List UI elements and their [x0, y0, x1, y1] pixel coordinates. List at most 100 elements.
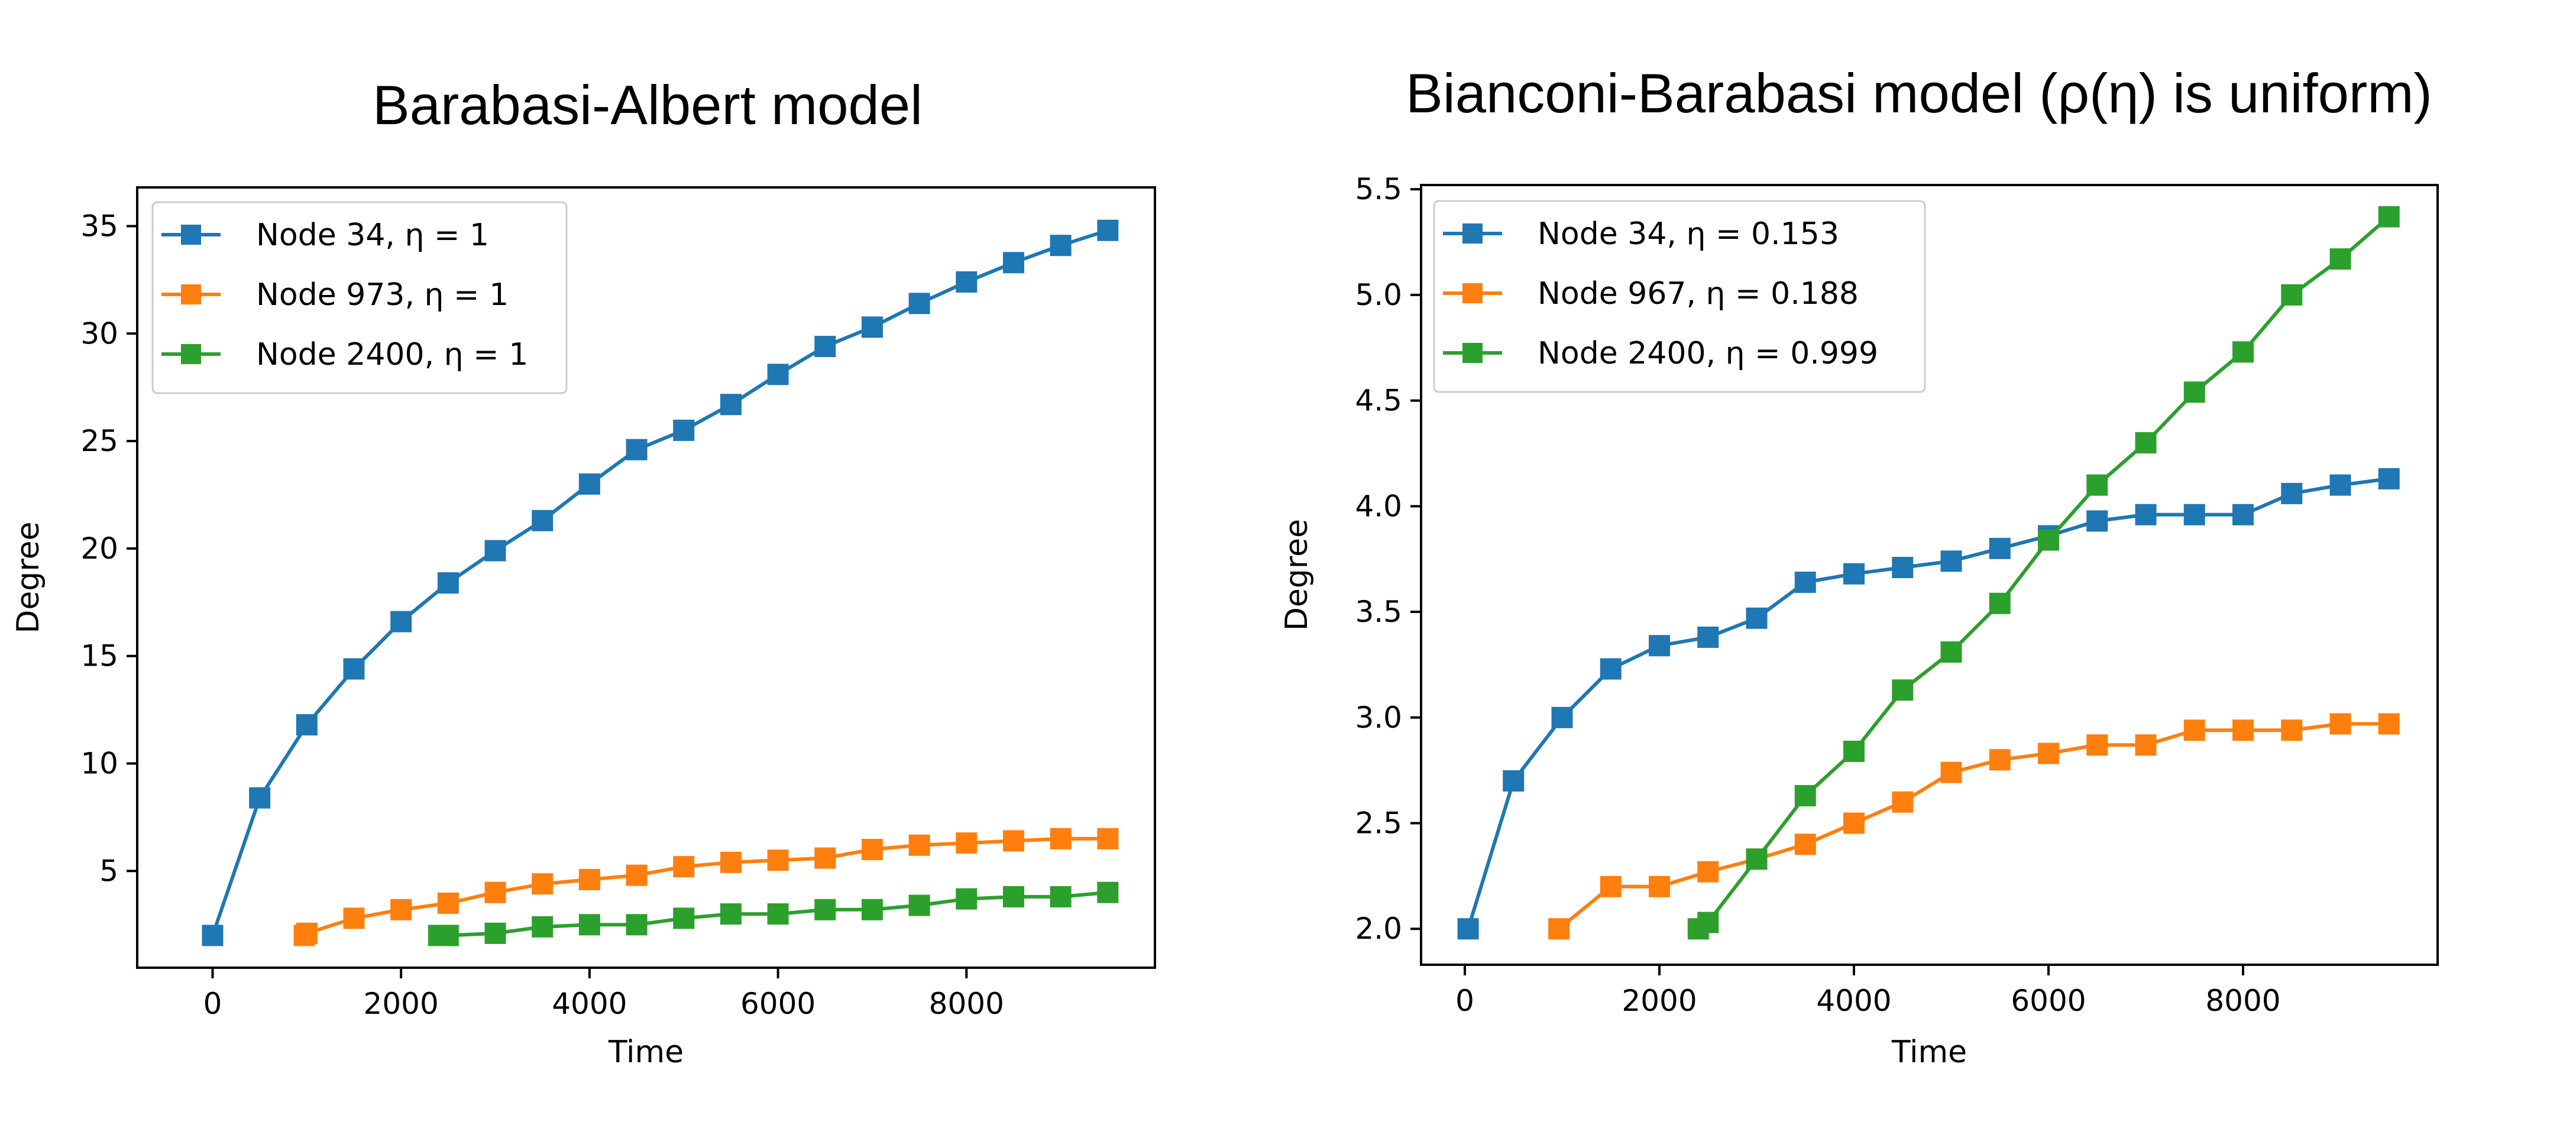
right-y-tick-label: 2.0: [1355, 912, 1402, 946]
right-data-point: [1940, 761, 1962, 783]
right-data-point: [1457, 918, 1479, 940]
right-data-point: [1600, 658, 1622, 680]
right-data-point: [2232, 504, 2254, 526]
left-data-point: [532, 510, 554, 531]
left-data-point: [767, 849, 789, 871]
right-y-tick-label: 3.5: [1355, 595, 1402, 629]
right-data-point: [2378, 713, 2400, 735]
right-data-point: [1843, 740, 1865, 762]
right-data-point: [1843, 563, 1865, 585]
right-y-tick-label: 4.0: [1355, 489, 1402, 523]
right-data-point: [2329, 474, 2351, 496]
left-data-point: [1097, 881, 1119, 903]
left-data-point: [484, 881, 506, 903]
left-y-tick-label: 30: [80, 316, 118, 351]
right-data-point: [1989, 749, 2011, 771]
right-data-point: [1794, 834, 1816, 855]
left-x-tick-label: 2000: [364, 987, 439, 1021]
left-data-point: [484, 922, 506, 944]
left-data-point: [578, 868, 600, 890]
left-data-point: [861, 316, 883, 338]
right-data-point: [2281, 482, 2303, 504]
right-x-axis-title: Time: [1891, 1035, 1967, 1070]
right-data-point: [2183, 719, 2205, 741]
right-data-point: [2135, 734, 2157, 756]
left-data-point: [626, 864, 648, 886]
left-data-point: [814, 899, 836, 920]
left-data-point: [343, 907, 365, 929]
right-data-point: [1989, 537, 2011, 559]
right-data-point: [1892, 791, 1914, 813]
left-data-point: [296, 714, 318, 736]
left-data-point: [720, 903, 742, 925]
right-plot-frame: [1420, 184, 2439, 966]
left-legend-label: Node 34, η = 1: [256, 218, 489, 253]
left-data-point: [814, 847, 836, 869]
left-data-point: [956, 832, 978, 854]
left-data-point: [956, 888, 978, 910]
right-x-tick-label: 0: [1455, 984, 1474, 1018]
right-data-point: [2183, 381, 2205, 403]
left-plot-title: Barabasi-Albert model: [373, 74, 923, 136]
left-legend: [151, 201, 568, 394]
right-data-point: [2232, 341, 2254, 363]
right-y-tick-label: 4.5: [1355, 384, 1402, 418]
left-data-point: [390, 899, 412, 920]
right-data-point: [1892, 679, 1914, 701]
left-data-point: [437, 892, 459, 914]
right-data-point: [1892, 556, 1914, 578]
right-data-point: [1551, 706, 1573, 728]
left-data-point: [437, 925, 459, 946]
left-data-point: [202, 925, 224, 946]
left-data-point: [343, 658, 365, 680]
left-series-line-2: [438, 890, 1108, 938]
left-data-point: [908, 293, 930, 314]
right-data-point: [2281, 284, 2303, 306]
left-data-point: [767, 903, 789, 925]
right-y-tick-label: 2.5: [1355, 806, 1402, 841]
left-data-point: [673, 856, 695, 878]
left-legend-marker: [181, 344, 201, 364]
left-data-point: [390, 611, 412, 633]
left-data-point: [720, 394, 742, 416]
left-data-point: [908, 894, 930, 916]
right-legend-marker: [1462, 223, 1483, 244]
left-plot-frame: [136, 186, 1156, 969]
right-series-line-2: [1697, 215, 2390, 930]
right-x-tick-label: 4000: [1816, 984, 1891, 1018]
right-data-point: [1794, 572, 1816, 594]
right-data-point: [1746, 607, 1768, 629]
left-data-point: [1097, 219, 1119, 241]
right-legend-label: Node 2400, η = 0.999: [1538, 336, 1878, 371]
right-data-point: [1989, 592, 2011, 614]
left-data-point: [532, 916, 554, 938]
left-y-tick-label: 25: [80, 424, 118, 458]
right-data-point: [1503, 770, 1525, 792]
left-y-axis-title: Degree: [11, 521, 46, 633]
right-data-point: [1697, 626, 1719, 648]
right-data-point: [1940, 641, 1962, 663]
right-y-tick-label: 5.5: [1355, 172, 1402, 206]
right-x-tick-label: 2000: [1622, 984, 1697, 1018]
left-legend-label: Node 2400, η = 1: [256, 337, 528, 372]
left-data-point: [673, 907, 695, 929]
left-legend-label: Node 973, η = 1: [256, 277, 509, 313]
left-y-tick-label: 10: [80, 747, 118, 781]
right-data-point: [2135, 432, 2157, 454]
right-data-point: [2086, 734, 2108, 756]
right-data-point: [1600, 875, 1622, 897]
left-legend-marker: [181, 225, 201, 245]
left-data-point: [437, 572, 459, 594]
left-data-point: [249, 787, 271, 809]
right-data-point: [2135, 504, 2157, 526]
left-data-point: [767, 364, 789, 385]
right-legend: [1433, 200, 1926, 393]
right-data-point: [2329, 248, 2351, 270]
left-x-axis-title: Time: [608, 1035, 684, 1070]
left-data-point: [626, 914, 648, 936]
right-data-point: [1794, 785, 1816, 807]
left-data-point: [626, 439, 648, 461]
right-data-point: [1940, 550, 1962, 572]
left-data-point: [908, 834, 930, 856]
left-y-tick-label: 5: [99, 854, 118, 888]
